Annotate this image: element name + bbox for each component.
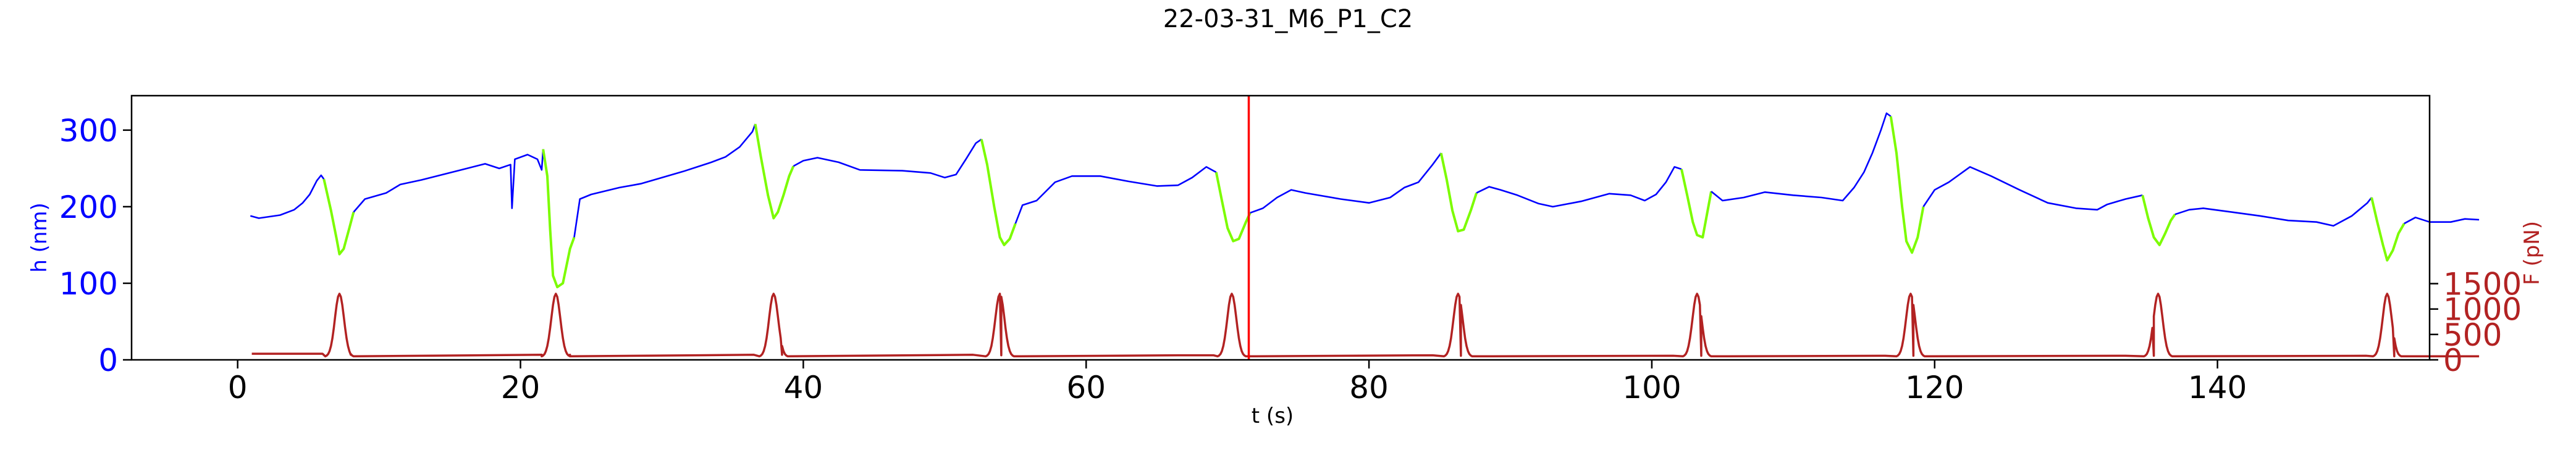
x-tick-label: 80: [1349, 370, 1389, 406]
x-tick-label: 60: [1066, 370, 1106, 406]
y-left-tick-label: 0: [98, 343, 118, 378]
y-right-tick-label: 500: [2443, 317, 2502, 353]
x-axis-label: t (s): [1252, 404, 1294, 428]
height-series-segment-2-high: [322, 178, 355, 256]
x-tick-label: 40: [784, 370, 823, 406]
height-series-segment-13-low: [1476, 166, 1682, 208]
height-series-segment-8-high: [980, 139, 1017, 246]
height-series-segment-17-low: [1922, 166, 2143, 211]
x-tick-label: 20: [501, 370, 541, 406]
x-tick-label: 120: [1905, 370, 1964, 406]
height-series-segment-9-low: [1014, 166, 1217, 224]
axes: t (s) h (nm) F (pN) 0 20 40 60 80 100 120 140 0 1…: [27, 94, 2544, 428]
height-series-segment-18-high: [2141, 194, 2176, 246]
chart-title: 22-03-31_M6_P1_C2: [1163, 5, 1413, 33]
height-series-segment-12-high: [1439, 152, 1478, 233]
height-series-segment-7-low: [793, 138, 982, 179]
height-series-segment-21-low: [2404, 216, 2480, 225]
height-series-segment-6-high: [754, 123, 795, 220]
y-right-tick-label: 1000: [2443, 292, 2522, 328]
height-series-segment-11-low: [1250, 152, 1442, 214]
y-left-tick-label: 300: [59, 113, 118, 149]
y-axis-right-label: F (pN): [2520, 221, 2544, 285]
height-series-segment-5-low: [573, 123, 756, 238]
height-series-segment-19-low: [2174, 197, 2373, 227]
y-right-tick-label: 1500: [2443, 267, 2522, 302]
y-left-tick-label: 200: [59, 189, 118, 225]
y-left-tick-label: 100: [59, 266, 118, 302]
height-series-segment-20-high: [2370, 197, 2406, 262]
force-series-line: [251, 293, 2480, 358]
height-series-segment-3-low: [353, 149, 544, 213]
height-series-segment-14-high: [1680, 169, 1713, 239]
x-tick-label: 100: [1622, 370, 1681, 406]
x-tick-label: 0: [228, 370, 248, 406]
x-tick-label: 140: [2188, 370, 2247, 406]
height-series-segment-10-high: [1214, 172, 1252, 243]
height-series-segment-15-low: [1711, 112, 1892, 202]
height-series-segment-4-high: [542, 149, 576, 289]
y-axis-left-label: h (nm): [27, 202, 52, 273]
height-series-segment-16-high: [1889, 116, 1925, 254]
plot-frame: [130, 94, 2431, 361]
y-right-tick-label: 0: [2443, 343, 2463, 378]
height-series-segment-1-low: [250, 174, 325, 219]
plot-area: [250, 96, 2480, 360]
